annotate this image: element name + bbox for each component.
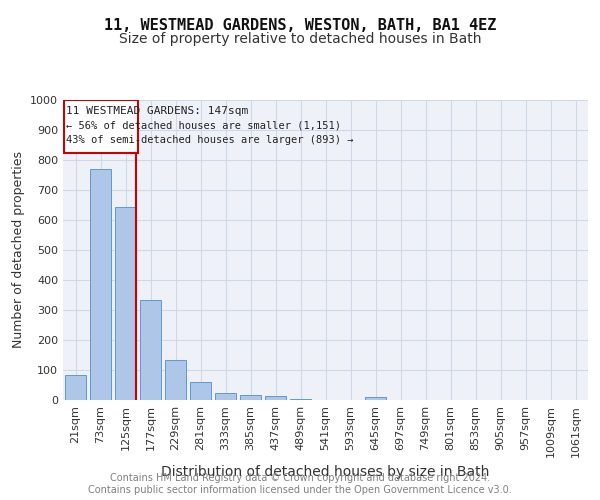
Bar [240,395,261,400]
Y-axis label: Number of detached properties: Number of detached properties [11,152,25,348]
Bar [115,207,136,400]
X-axis label: Distribution of detached houses by size in Bath: Distribution of detached houses by size … [161,465,490,479]
Bar [90,169,111,400]
Text: Contains HM Land Registry data © Crown copyright and database right 2024.
Contai: Contains HM Land Registry data © Crown c… [88,474,512,495]
Text: 11 WESTMEAD GARDENS: 147sqm: 11 WESTMEAD GARDENS: 147sqm [65,106,248,116]
Bar [165,360,186,400]
Bar [65,375,86,400]
Text: Size of property relative to detached houses in Bath: Size of property relative to detached ho… [119,32,481,46]
Text: 43% of semi-detached houses are larger (893) →: 43% of semi-detached houses are larger (… [65,135,353,145]
Bar [290,398,311,400]
Bar [365,398,386,400]
Bar [265,396,286,400]
FancyBboxPatch shape [64,100,138,152]
Bar [140,300,161,400]
Text: ← 56% of detached houses are smaller (1,151): ← 56% of detached houses are smaller (1,… [65,120,341,130]
Bar [215,393,236,400]
Bar [190,382,211,400]
Text: 11, WESTMEAD GARDENS, WESTON, BATH, BA1 4EZ: 11, WESTMEAD GARDENS, WESTON, BATH, BA1 … [104,18,496,32]
